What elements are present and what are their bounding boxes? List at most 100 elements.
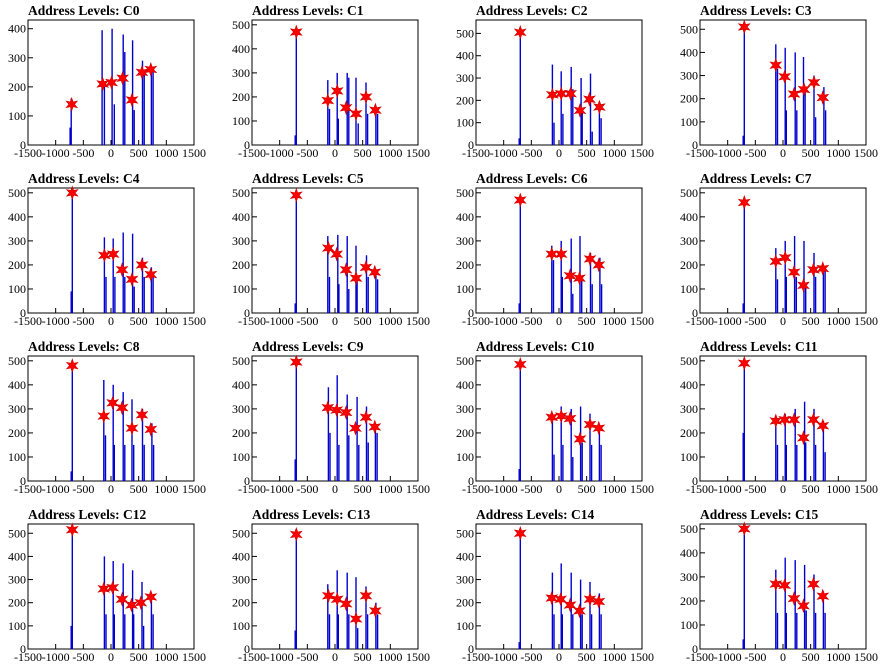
x-tick-label: -500 xyxy=(296,146,318,160)
y-tick-label: 200 xyxy=(8,258,26,272)
y-tick-label: 0 xyxy=(20,306,26,320)
x-tick-label: -500 xyxy=(72,314,94,328)
peak-marker xyxy=(349,270,363,286)
x-tick-label: 0 xyxy=(332,650,338,664)
y-tick-label: 500 xyxy=(456,186,474,200)
x-tick-label: -1500 xyxy=(14,482,42,496)
x-tick-label: 1500 xyxy=(854,650,878,664)
panel-title: Address Levels: C4 xyxy=(28,171,140,186)
peak-marker xyxy=(583,91,596,107)
y-tick-label: 100 xyxy=(232,282,250,296)
histogram-plot: 0 100 200 300 400 500 -1500 -1000 -500 0 500 1000 15… xyxy=(456,186,654,328)
y-tick-label: 500 xyxy=(8,186,26,200)
x-tick-label: 1000 xyxy=(154,146,178,160)
histogram-plot: 0 100 200 300 400 500 -1500 -1000 -500 0 500 1000 15… xyxy=(232,354,430,496)
x-tick-label: 1500 xyxy=(630,314,654,328)
x-tick-label: 0 xyxy=(556,146,562,160)
peak-marker xyxy=(125,92,139,108)
x-tick-label: -1000 xyxy=(714,650,742,664)
peak-marker xyxy=(116,70,129,86)
y-tick-label: 0 xyxy=(468,306,474,320)
y-tick-label: 0 xyxy=(20,138,26,152)
x-tick-label: -1000 xyxy=(714,482,742,496)
histogram-plot: 0 100 200 300 400 500 -1500 -1000 -500 0 500 1000 15… xyxy=(680,186,878,328)
y-tick-label: 400 xyxy=(232,42,250,56)
peak-marker xyxy=(369,102,382,118)
panel-title: Address Levels: C6 xyxy=(476,171,588,186)
y-tick-label: 200 xyxy=(232,90,250,104)
x-tick-label: 500 xyxy=(802,650,820,664)
peak-marker xyxy=(125,271,139,287)
panel-title: Address Levels: C7 xyxy=(700,171,812,186)
peak-marker xyxy=(545,246,559,262)
histogram-plot: 0 100 200 300 400 500 -1500 -1000 -500 0 500 1000 15… xyxy=(456,19,654,160)
peak-marker xyxy=(289,187,303,203)
x-tick-label: -1500 xyxy=(14,650,42,664)
x-tick-label: 0 xyxy=(332,482,338,496)
peak-marker xyxy=(330,246,344,262)
plot-frame xyxy=(27,187,195,314)
x-tick-label: 1500 xyxy=(406,146,430,160)
x-tick-label: 500 xyxy=(802,314,820,328)
x-tick-label: -1500 xyxy=(238,146,266,160)
peak-marker xyxy=(769,253,783,269)
x-tick-label: 500 xyxy=(802,146,820,160)
y-tick-label: 400 xyxy=(232,378,250,392)
x-tick-label: 1000 xyxy=(378,482,402,496)
histogram-panel: Address Levels: C4 0 100 200 300 400 500 -1500-… xyxy=(0,168,224,336)
x-tick-label: 500 xyxy=(578,650,596,664)
histogram-plot: 0 100 200 300 400 500 -1500 -1000 -500 0 500 1000 15… xyxy=(680,521,878,664)
y-tick-label: 0 xyxy=(692,474,698,488)
histogram-plot: 0 100 200 300 400 500 -1500 -1000 -500 0 500 1000 15… xyxy=(232,18,430,160)
peak-marker xyxy=(573,102,587,118)
peak-marker xyxy=(65,358,79,374)
y-tick-label: 400 xyxy=(680,378,698,392)
y-tick-label: 400 xyxy=(456,210,474,224)
x-tick-label: 1500 xyxy=(854,482,878,496)
peak-marker xyxy=(807,412,820,428)
peak-marker xyxy=(816,90,830,105)
peak-marker xyxy=(593,99,606,115)
y-tick-label: 300 xyxy=(8,234,26,248)
panel-title: Address Levels: C0 xyxy=(28,3,140,18)
peak-marker xyxy=(737,521,751,537)
panel-title: Address Levels: C8 xyxy=(28,339,140,354)
x-tick-label: 1500 xyxy=(406,650,430,664)
x-tick-label: -1000 xyxy=(42,146,70,160)
peak-marker xyxy=(592,257,606,273)
x-tick-label: 500 xyxy=(578,314,596,328)
y-tick-label: 0 xyxy=(20,642,26,656)
y-tick-label: 100 xyxy=(8,450,26,464)
x-tick-label: 500 xyxy=(130,146,148,160)
y-tick-label: 500 xyxy=(680,522,698,536)
peak-marker xyxy=(330,402,344,418)
x-tick-label: -1000 xyxy=(266,650,294,664)
x-tick-label: 0 xyxy=(556,482,562,496)
peak-marker xyxy=(65,185,79,201)
x-tick-label: 500 xyxy=(354,314,372,328)
peak-marker xyxy=(769,576,783,592)
x-tick-label: -1500 xyxy=(238,314,266,328)
y-tick-label: 300 xyxy=(680,69,698,83)
histogram-panel: Address Levels: C0 0 100 200 300 400 -1500 -100… xyxy=(0,0,224,168)
histogram-plot: 0 100 200 300 400 500 -1500 -1000 -500 0 500 1000 15… xyxy=(8,185,206,328)
peak-marker xyxy=(144,267,158,282)
y-tick-label: 400 xyxy=(456,549,474,563)
y-tick-label: 400 xyxy=(8,210,26,224)
y-tick-label: 0 xyxy=(244,474,250,488)
x-tick-label: -500 xyxy=(744,650,766,664)
peak-marker xyxy=(106,395,120,411)
peak-marker xyxy=(348,420,362,436)
peak-marker xyxy=(124,597,138,613)
y-tick-label: 200 xyxy=(8,426,26,440)
y-tick-label: 100 xyxy=(232,114,250,128)
panel-title: Address Levels: C10 xyxy=(476,339,595,354)
x-tick-label: -1500 xyxy=(462,650,490,664)
peak-marker xyxy=(289,526,303,542)
peak-marker xyxy=(134,595,148,611)
histogram-plot: 0 100 200 300 400 500 -1500 -1000 -500 0 500 1000 15… xyxy=(232,523,430,664)
y-tick-label: 500 xyxy=(680,186,698,200)
x-tick-label: 1000 xyxy=(602,146,626,160)
histogram-panel: Address Levels: C8 0 100 200 300 400 500 -1500-… xyxy=(0,336,224,504)
x-tick-label: -1500 xyxy=(14,314,42,328)
